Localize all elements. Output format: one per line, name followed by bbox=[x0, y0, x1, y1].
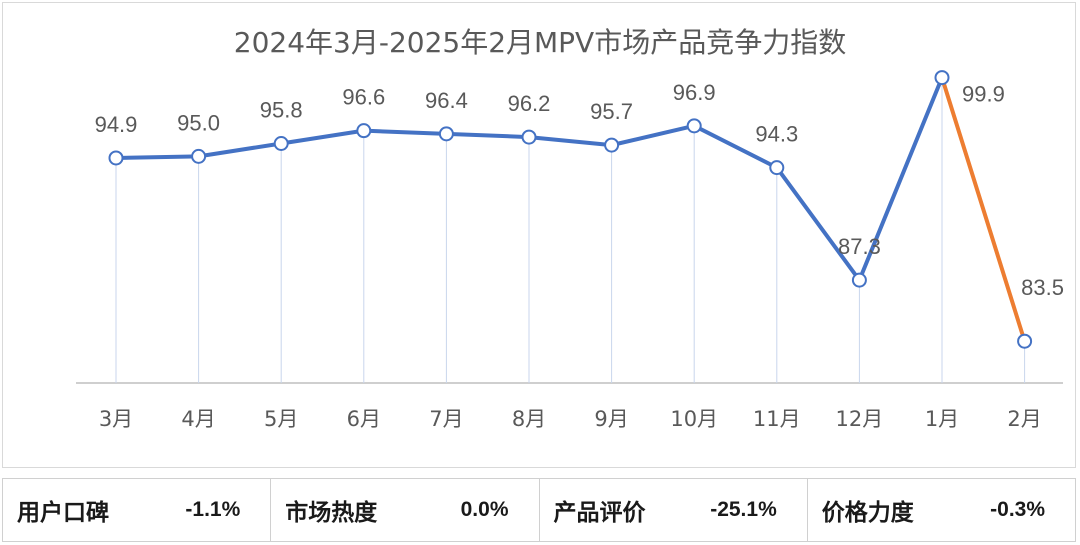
data-point bbox=[191, 148, 207, 164]
data-label: 96.9 bbox=[673, 80, 716, 105]
metric-market-heat: 市场热度 0.0% bbox=[271, 479, 540, 541]
data-label: 96.2 bbox=[508, 91, 551, 116]
metric-value: -25.1% bbox=[710, 498, 777, 521]
data-label: 95.0 bbox=[177, 110, 220, 135]
metric-label: 产品评价 bbox=[553, 500, 646, 526]
metric-value: -0.3% bbox=[990, 498, 1045, 521]
x-tick-label: 9月 bbox=[594, 407, 628, 431]
data-label: 99.9 bbox=[962, 82, 1005, 107]
data-label: 95.8 bbox=[260, 98, 303, 123]
data-label: 94.9 bbox=[95, 112, 138, 137]
x-tick-label: 12月 bbox=[836, 407, 884, 431]
metric-label: 价格力度 bbox=[821, 500, 914, 526]
data-point bbox=[769, 160, 785, 176]
data-label: 87.3 bbox=[838, 234, 881, 259]
metric-user-reputation: 用户口碑 -1.1% bbox=[3, 479, 272, 541]
metric-product-rating: 产品评价 -25.1% bbox=[540, 479, 808, 541]
x-tick-label: 2月 bbox=[1007, 407, 1041, 431]
data-point bbox=[604, 137, 620, 153]
x-tick-label: 5月 bbox=[264, 407, 298, 431]
x-tick-label: 4月 bbox=[181, 407, 215, 431]
data-label: 95.7 bbox=[590, 99, 633, 124]
chart-frame: 2024年3月-2025年2月MPV市场产品竞争力指数 94.9 95.0 95.8… bbox=[2, 2, 1076, 468]
x-tick-label: 6月 bbox=[347, 407, 381, 431]
metric-value: -1.1% bbox=[185, 498, 241, 521]
data-point bbox=[851, 272, 867, 288]
metrics-table: 用户口碑 -1.1% 市场热度 0.0% 产品评价 -25.1% 价格力度 -0… bbox=[2, 478, 1076, 542]
data-point bbox=[356, 123, 372, 139]
metric-value: 0.0% bbox=[460, 498, 509, 521]
line-chart: 94.9 95.0 95.8 96.6 96.4 96.2 95.7 96.9 94.3 87.3… bbox=[76, 70, 1064, 431]
data-point bbox=[438, 126, 454, 142]
metric-label: 用户口碑 bbox=[17, 500, 109, 526]
data-label: 96.4 bbox=[425, 88, 468, 113]
metric-label: 市场热度 bbox=[285, 500, 378, 526]
data-point bbox=[521, 129, 537, 145]
x-tick-label: 8月 bbox=[512, 407, 546, 431]
data-label: 96.6 bbox=[342, 85, 385, 110]
x-tick-label: 3月 bbox=[99, 407, 133, 431]
data-point bbox=[108, 150, 124, 166]
data-point bbox=[273, 136, 289, 152]
data-point bbox=[1017, 333, 1033, 349]
highlight-segment-line bbox=[940, 75, 1027, 344]
data-label: 94.3 bbox=[755, 122, 798, 147]
data-label: 83.5 bbox=[1021, 275, 1064, 300]
x-tick-label: 11月 bbox=[753, 407, 801, 431]
data-point bbox=[686, 118, 702, 134]
data-point bbox=[934, 70, 950, 86]
x-tick-label: 1月 bbox=[925, 407, 959, 431]
x-tick-label: 10月 bbox=[670, 407, 718, 431]
chart-title: 2024年3月-2025年2月MPV市场产品竞争力指数 bbox=[233, 26, 847, 59]
x-tick-label: 7月 bbox=[429, 407, 463, 431]
metric-price-strength: 价格力度 -0.3% bbox=[808, 479, 1075, 541]
